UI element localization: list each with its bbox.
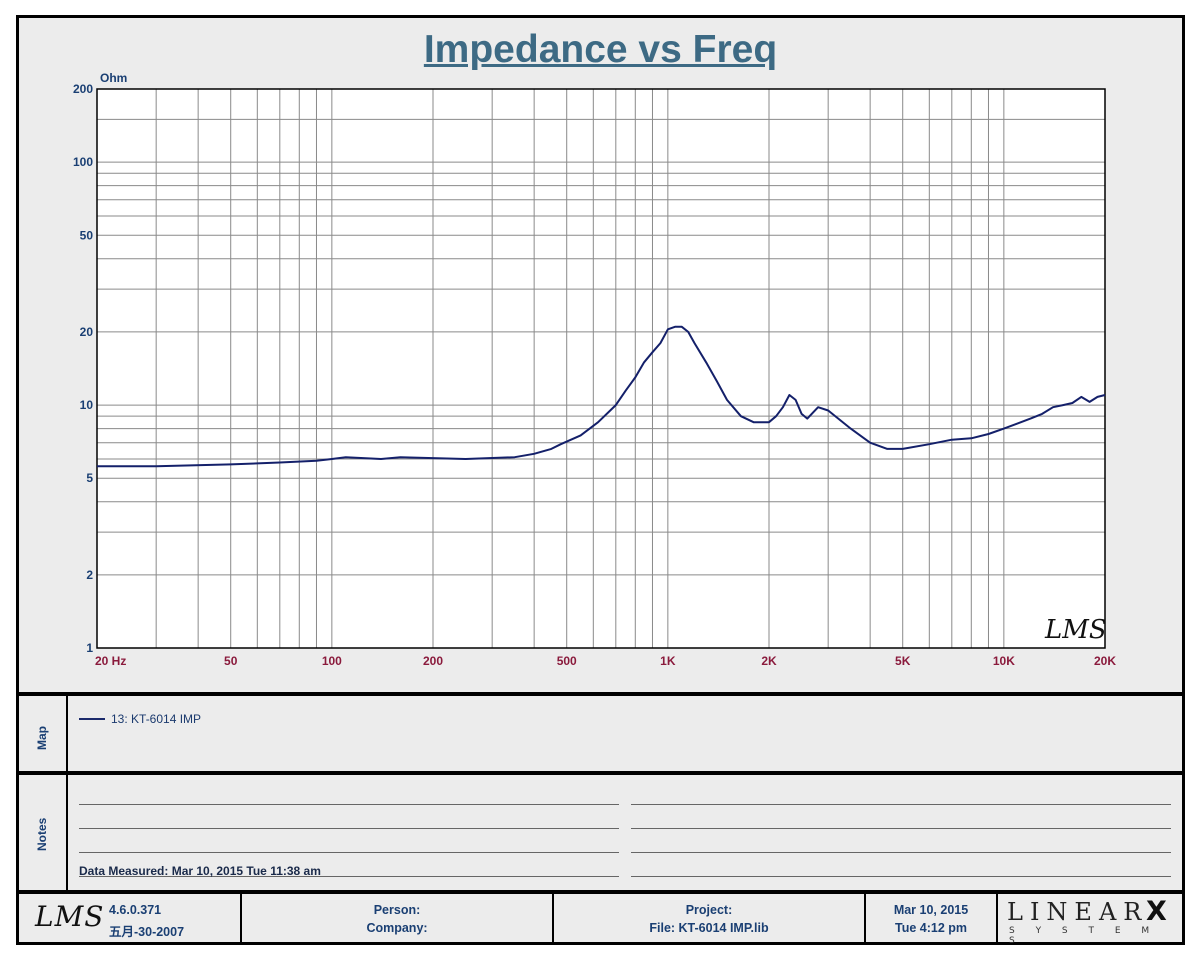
- brand-text: LINEAR: [1007, 898, 1149, 926]
- notes-label: Notes: [35, 817, 49, 851]
- note-line: [631, 804, 1171, 805]
- map-divider-bottom: [19, 771, 1182, 775]
- note-line: [79, 876, 619, 877]
- x-tick-label: 200: [423, 654, 443, 668]
- plot-border: [96, 88, 1106, 649]
- y-tick-label: 20: [80, 325, 94, 339]
- y-axis-label: Ohm: [100, 71, 127, 85]
- chart-divider: [19, 692, 1182, 696]
- y-tick-label: 10: [80, 398, 94, 412]
- footer-date: Mar 10, 2015: [893, 903, 969, 917]
- x-tick-label: 1K: [660, 654, 676, 668]
- x-tick-label: 2K: [761, 654, 777, 668]
- x-tick-label: 100: [322, 654, 342, 668]
- brand-x: X: [1146, 896, 1167, 927]
- build-date: 五月-30-2007: [109, 925, 185, 939]
- linearx-logo: LINEAR X S Y S T E M S: [1005, 896, 1175, 946]
- x-tick-label: 5K: [895, 654, 911, 668]
- y-tick-label: 100: [73, 155, 93, 169]
- footer-divider: [864, 894, 866, 942]
- chart-lms-watermark: LMS: [1044, 615, 1107, 645]
- plot-area: [97, 89, 1105, 648]
- lms-logo: LMS: [35, 900, 105, 933]
- chart-title: Impedance vs Freq: [423, 28, 778, 71]
- impedance-chart: Ohm 200 100 50 20 10 5 2 120 Hz 50 100 200 500 1K 2K 5K…: [73, 71, 1116, 668]
- y-tick-label: 50: [80, 228, 94, 242]
- legend-swatch: [79, 718, 105, 720]
- footer-divider: [552, 894, 554, 942]
- note-line: [631, 852, 1171, 853]
- company-label: Company:: [366, 921, 428, 935]
- note-line: [79, 828, 619, 829]
- data-measured: Data Measured: Mar 10, 2015 Tue 11:38 am: [79, 864, 321, 878]
- map-divider: [66, 696, 68, 773]
- y-tick-label: 2: [86, 568, 93, 582]
- x-tick-label: 20 Hz: [95, 654, 126, 668]
- x-tick-label: 500: [557, 654, 577, 668]
- map-label: Map: [35, 726, 49, 750]
- notes-divider: [66, 775, 68, 891]
- x-tick-label: 10K: [993, 654, 1015, 668]
- file-label: File: KT-6014 IMP.lib: [649, 921, 769, 935]
- y-tick-label: 200: [73, 82, 93, 96]
- person-label: Person:: [373, 903, 421, 917]
- report-frame: Impedance vs Freq Ohm 200 100 50 20 10 5 2 1 20 H…: [16, 15, 1185, 946]
- x-tick-label: 50: [224, 654, 238, 668]
- note-line: [79, 804, 619, 805]
- note-line: [631, 876, 1171, 877]
- footer-time: Tue 4:12 pm: [894, 921, 967, 935]
- y-tick-label: 1: [86, 641, 93, 655]
- footer-divider: [240, 894, 242, 942]
- project-label: Project:: [685, 903, 733, 917]
- brand-sub: S Y S T E M S: [1009, 926, 1159, 946]
- footer-divider: [996, 894, 998, 942]
- note-line: [631, 828, 1171, 829]
- version: 4.6.0.371: [109, 903, 162, 917]
- x-tick-label: 20K: [1094, 654, 1116, 668]
- legend-entry: 13: KT-6014 IMP: [111, 712, 202, 726]
- notes-divider-bottom: [19, 890, 1182, 894]
- series-line: [97, 325, 1106, 468]
- y-tick-label: 5: [86, 471, 93, 485]
- note-line: [79, 852, 619, 853]
